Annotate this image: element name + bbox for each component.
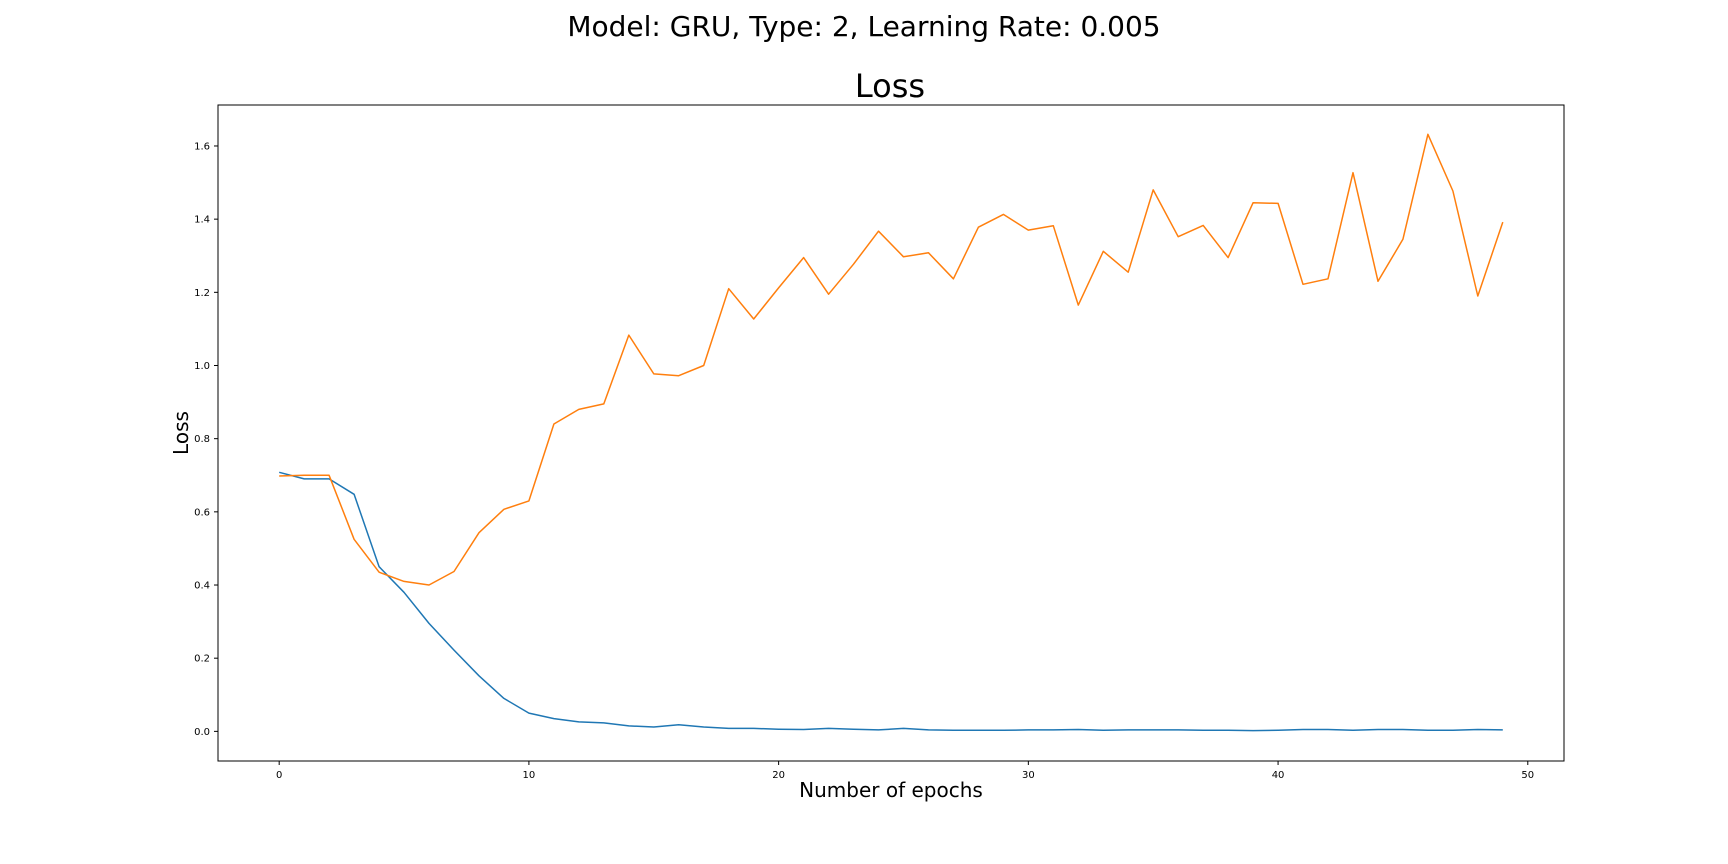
axis-ticks: 0 10 20 30 40 50 0.0 0.2 0.4 0.6 0.8 1.0 1.2 1.4 1.6 <box>194 141 1534 781</box>
y-axis-label: Loss <box>169 411 193 455</box>
x-tick-label: 10 <box>523 770 536 781</box>
y-tick-label: 0.8 <box>194 434 210 445</box>
y-tick-label: 0.2 <box>194 654 210 665</box>
series-line-1 <box>279 471 1503 732</box>
y-tick-label: 0.4 <box>194 581 210 592</box>
y-tick-label: 0.0 <box>194 727 210 738</box>
x-tick-label: 20 <box>772 770 785 781</box>
series-lines <box>279 133 1504 732</box>
x-axis-label: Number of epochs <box>799 778 983 802</box>
x-tick-label: 50 <box>1521 770 1534 781</box>
x-tick-label: 40 <box>1272 770 1285 781</box>
series-line-2 <box>279 133 1504 586</box>
y-tick-label: 0.6 <box>194 507 210 518</box>
y-tick-label: 1.4 <box>194 215 210 226</box>
figure-suptitle: Model: GRU, Type: 2, Learning Rate: 0.00… <box>567 10 1161 43</box>
y-tick-label: 1.0 <box>194 361 210 372</box>
x-tick-label: 30 <box>1022 770 1035 781</box>
y-tick-label: 1.2 <box>194 288 210 299</box>
x-tick-label: 0 <box>276 770 282 781</box>
chart-title: Loss <box>855 67 925 105</box>
plot-frame <box>217 104 1565 762</box>
y-tick-label: 1.6 <box>194 141 210 152</box>
